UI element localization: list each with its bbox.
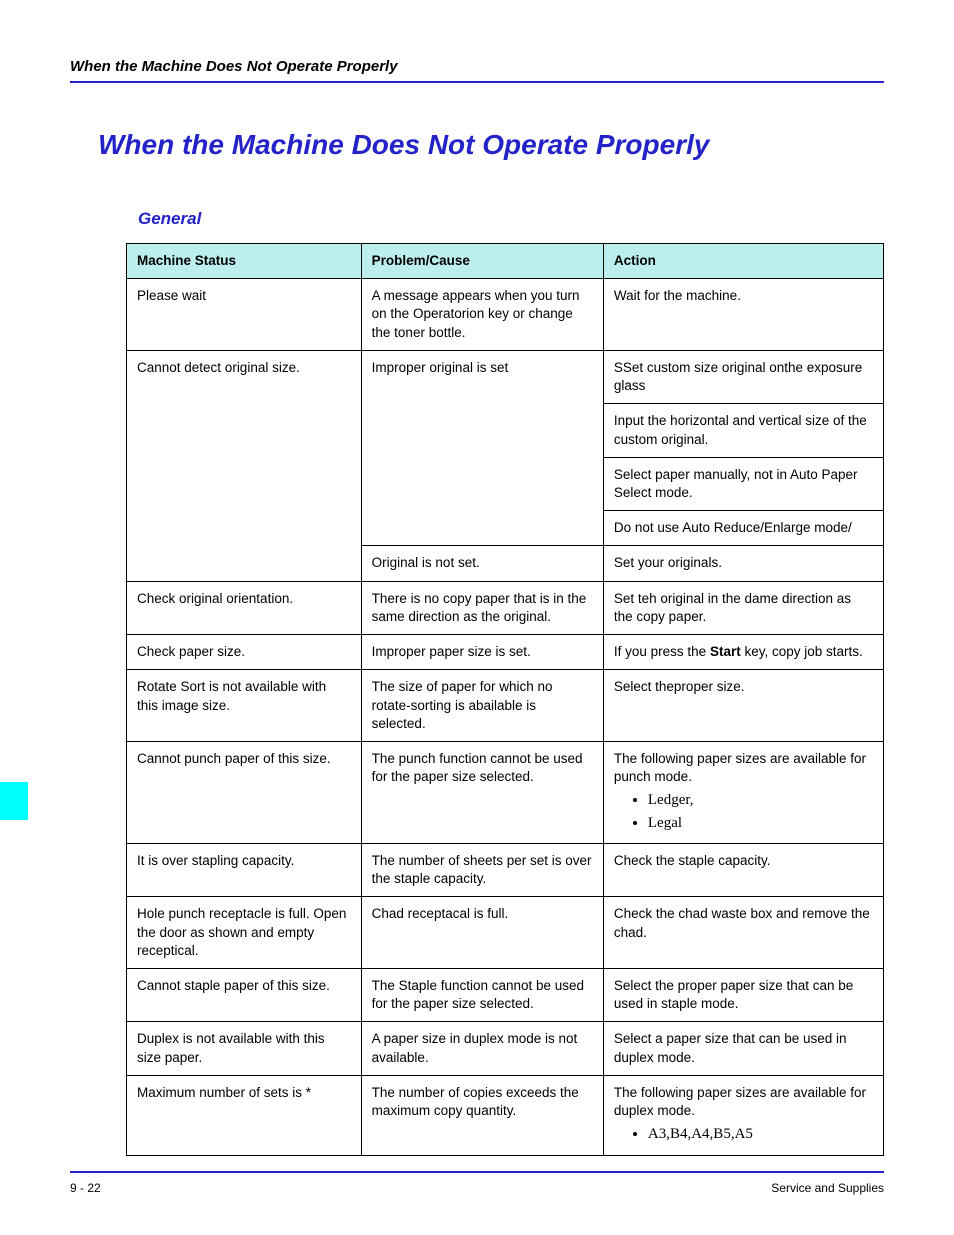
document-page: When the Machine Does Not Operate Proper…	[0, 0, 954, 1235]
cell-action: SSet custom size original onthe exposure…	[603, 350, 883, 403]
table-row: Check paper size. Improper paper size is…	[127, 635, 884, 670]
cell-cause: The punch function cannot be used for th…	[361, 741, 603, 843]
cell-action: Set your originals.	[603, 546, 883, 581]
section-name: Service and Supplies	[771, 1181, 884, 1195]
cell-action: Select paper manually, not in Auto Paper…	[603, 457, 883, 510]
cell-status: Rotate Sort is not available with this i…	[127, 670, 362, 742]
cell-cause: Improper paper size is set.	[361, 635, 603, 670]
table-row: Rotate Sort is not available with this i…	[127, 670, 884, 742]
cell-cause: The number of sheets per set is over the…	[361, 843, 603, 896]
cell-action: The following paper sizes are available …	[603, 741, 883, 843]
cell-status: Cannot detect original size.	[127, 350, 362, 581]
table-header-row: Machine Status Problem/Cause Action	[127, 244, 884, 279]
cell-cause: The number of copies exceeds the maximum…	[361, 1075, 603, 1155]
cell-status: Cannot staple paper of this size.	[127, 968, 362, 1021]
cell-action: Check the chad waste box and remove the …	[603, 897, 883, 969]
cell-action: If you press the Start key, copy job sta…	[603, 635, 883, 670]
cell-cause: A paper size in duplex mode is not avail…	[361, 1022, 603, 1075]
section-subtitle: General	[138, 209, 884, 229]
cell-cause: Original is not set.	[361, 546, 603, 581]
table-row: Cannot punch paper of this size. The pun…	[127, 741, 884, 843]
table-row: Cannot staple paper of this size. The St…	[127, 968, 884, 1021]
table-row: Check original orientation. There is no …	[127, 581, 884, 634]
text: If you press the	[614, 644, 710, 659]
cell-status: Hole punch receptacle is full. Open the …	[127, 897, 362, 969]
list-item: Legal	[648, 813, 873, 833]
cell-cause: The size of paper for which no rotate-so…	[361, 670, 603, 742]
cell-status: Please wait	[127, 279, 362, 351]
cell-status: Cannot punch paper of this size.	[127, 741, 362, 843]
page-number: 9 - 22	[70, 1181, 101, 1195]
cell-status: Maximum number of sets is *	[127, 1075, 362, 1155]
cell-action: Select the proper paper size that can be…	[603, 968, 883, 1021]
cell-cause: A message appears when you turn on the O…	[361, 279, 603, 351]
text: The following paper sizes are available …	[614, 751, 866, 784]
table-row: Please wait A message appears when you t…	[127, 279, 884, 351]
cell-cause: Improper original is set	[361, 350, 603, 546]
list-item: Ledger,	[648, 790, 873, 810]
start-key-label: Start	[710, 644, 741, 659]
list-item: A3,B4,A4,B5,A5	[648, 1124, 873, 1144]
col-header-action: Action	[603, 244, 883, 279]
table-row: It is over stapling capacity. The number…	[127, 843, 884, 896]
bullet-list: Ledger, Legal	[614, 790, 873, 833]
page-footer: 9 - 22 Service and Supplies	[70, 1171, 884, 1195]
cell-cause: Chad receptacal is full.	[361, 897, 603, 969]
page-title: When the Machine Does Not Operate Proper…	[98, 129, 884, 161]
cell-status: It is over stapling capacity.	[127, 843, 362, 896]
text: key, copy job starts.	[741, 644, 863, 659]
cell-action: Set teh original in the dame direction a…	[603, 581, 883, 634]
cell-action: Input the horizontal and vertical size o…	[603, 404, 883, 457]
text: The following paper sizes are available …	[614, 1085, 866, 1118]
cell-status: Check paper size.	[127, 635, 362, 670]
cell-cause: There is no copy paper that is in the sa…	[361, 581, 603, 634]
cell-action: Check the staple capacity.	[603, 843, 883, 896]
cell-status: Duplex is not available with this size p…	[127, 1022, 362, 1075]
table-row: Cannot detect original size. Improper or…	[127, 350, 884, 403]
troubleshooting-table-wrap: Machine Status Problem/Cause Action Plea…	[126, 243, 884, 1156]
cell-action: Do not use Auto Reduce/Enlarge mode/	[603, 511, 883, 546]
troubleshooting-table: Machine Status Problem/Cause Action Plea…	[126, 243, 884, 1156]
bullet-list: A3,B4,A4,B5,A5	[614, 1124, 873, 1144]
col-header-status: Machine Status	[127, 244, 362, 279]
cell-cause: The Staple function cannot be used for t…	[361, 968, 603, 1021]
table-row: Maximum number of sets is * The number o…	[127, 1075, 884, 1155]
cell-action: Wait for the machine.	[603, 279, 883, 351]
table-row: Duplex is not available with this size p…	[127, 1022, 884, 1075]
cell-status: Check original orientation.	[127, 581, 362, 634]
cell-action: Select theproper size.	[603, 670, 883, 742]
section-side-tab	[0, 782, 28, 820]
col-header-cause: Problem/Cause	[361, 244, 603, 279]
table-row: Hole punch receptacle is full. Open the …	[127, 897, 884, 969]
running-header: When the Machine Does Not Operate Proper…	[70, 58, 884, 83]
cell-action: The following paper sizes are available …	[603, 1075, 883, 1155]
cell-action: Select a paper size that can be used in …	[603, 1022, 883, 1075]
